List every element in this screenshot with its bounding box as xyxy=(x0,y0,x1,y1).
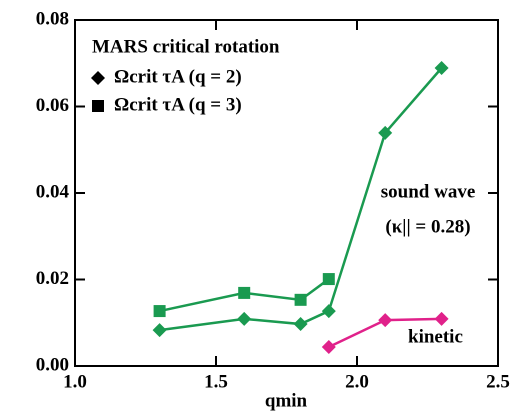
series-label: kinetic xyxy=(408,326,463,347)
x-tick-label: 2.5 xyxy=(486,371,510,392)
y-tick-label: 0.02 xyxy=(36,268,69,289)
legend-label: Ωcrit τA (q = 3) xyxy=(114,94,242,115)
legend-title: MARS critical rotation xyxy=(92,36,280,57)
series-line xyxy=(159,67,443,332)
data-point xyxy=(321,339,336,354)
data-point xyxy=(378,313,393,328)
legend-marker xyxy=(92,100,104,112)
data-point xyxy=(237,311,252,326)
series-line xyxy=(159,278,330,313)
y-tick-label: 0.08 xyxy=(36,8,69,29)
y-tick-label: 0.06 xyxy=(36,95,69,116)
y-tick-label: 0.00 xyxy=(36,354,69,375)
annotation: (κ|| = 0.28) xyxy=(385,216,470,237)
data-point xyxy=(153,305,166,318)
data-point xyxy=(293,317,308,332)
data-point xyxy=(378,125,393,140)
data-point xyxy=(322,273,335,286)
y-tick-label: 0.04 xyxy=(36,181,70,202)
legend-marker xyxy=(91,71,105,85)
data-point xyxy=(321,304,336,319)
legend-label: Ωcrit τA (q = 2) xyxy=(114,66,242,87)
x-tick-label: 1.0 xyxy=(63,371,87,392)
data-point xyxy=(294,293,307,306)
data-point xyxy=(434,311,449,326)
data-point xyxy=(152,323,167,338)
x-tick-label: 2.0 xyxy=(345,371,369,392)
x-axis-label: qmin xyxy=(265,390,308,411)
data-point xyxy=(434,61,449,76)
annotation: sound wave xyxy=(381,181,476,202)
data-point xyxy=(238,286,251,299)
x-tick-label: 1.5 xyxy=(204,371,228,392)
